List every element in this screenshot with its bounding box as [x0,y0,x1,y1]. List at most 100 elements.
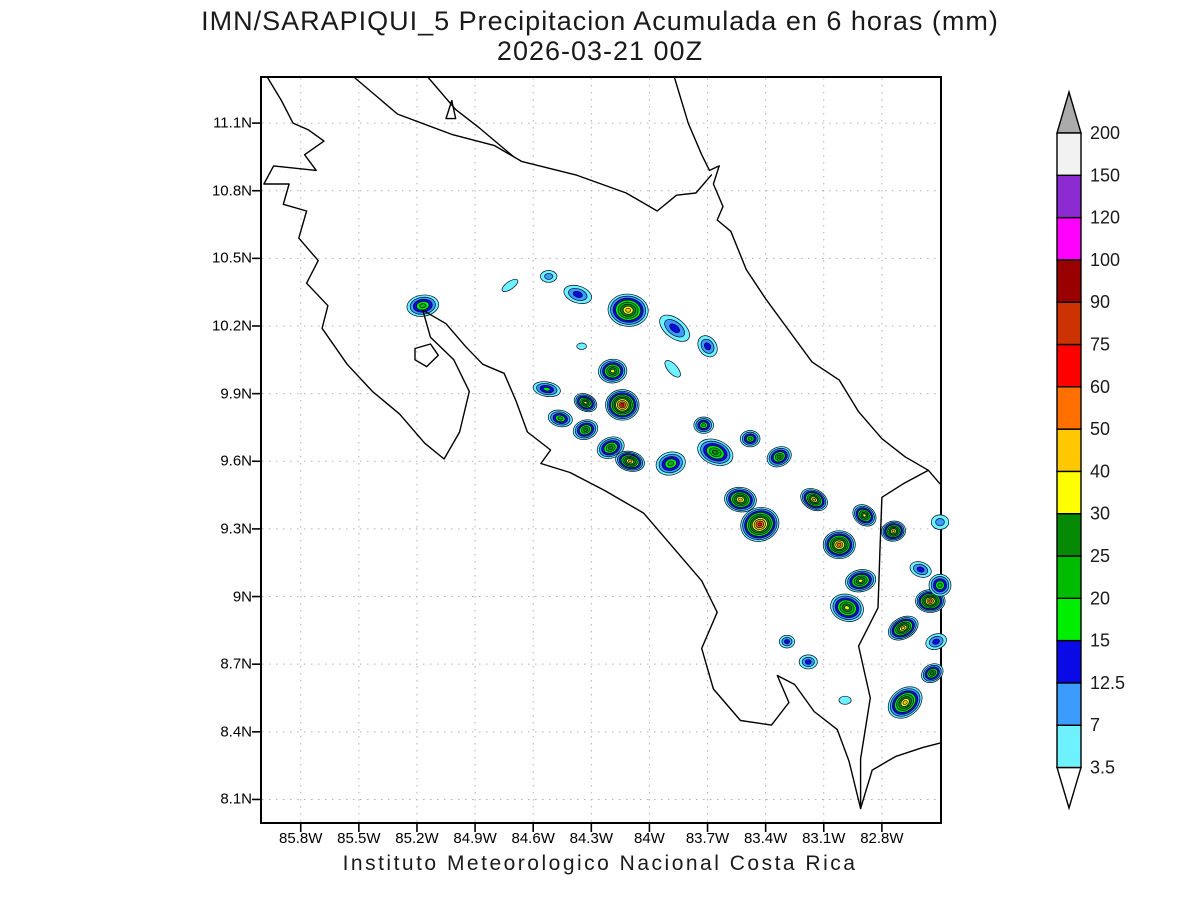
colorbar-segment [1056,174,1082,219]
colorbar-level-label: 200 [1090,123,1120,143]
colorbar-segment [1056,343,1082,388]
caribbean-coast-line [673,77,941,485]
precip-cell [766,446,792,468]
ometepe-island-line [445,99,457,120]
precip-cell [798,654,818,670]
footer-attribution: Instituto Meteorologico Nacional Costa R… [342,852,858,875]
precip-contour-band [930,671,935,676]
precip-cell [664,360,681,378]
precip-cell [800,488,828,512]
precip-contour-band [862,513,867,518]
colorbar-segment [1056,555,1082,599]
precip-contour-band [902,700,908,705]
precip-contour-band [712,449,719,455]
precip-cell [406,294,439,317]
precip-cell [697,335,718,358]
precip-contour-band [625,307,631,313]
precip-contour-band [837,542,842,547]
colorbar-level-label: 90 [1090,292,1110,312]
lat-tick-label: 9.3N [220,520,252,538]
precip-cell [563,284,592,304]
precip-contour-band [932,638,940,645]
colorbar-level-label: 100 [1090,250,1120,270]
precipitation-colorbar: 3.5 7 12.5 15 20 25 30 40 50 60 75 90 100 120 150 200 [1056,89,1125,811]
precip-cell [930,514,950,530]
lat-tick-label: 8.7N [220,655,252,673]
colorbar-level-label: 150 [1090,165,1120,185]
precip-contour-band [891,529,896,533]
colorbar-segment [1056,301,1082,346]
colorbar-segment [1056,259,1082,303]
lake-nicaragua-sw-shore-border-line [354,77,713,212]
precip-cell [572,419,599,441]
lat-tick-label: 10.8N [211,182,252,200]
lon-tick-label: 85.8W [279,830,323,847]
colorbar-level-label: 7 [1090,715,1100,735]
precip-cell [852,504,877,527]
lat-tick-label: 10.2N [211,317,252,335]
precip-cell [822,530,856,560]
precip-cell [740,507,780,542]
precip-cell [693,416,714,434]
precip-contour-band [738,497,743,502]
colorbar-segment [1056,216,1082,261]
precip-cell [887,686,923,719]
precip-contour-band [776,454,782,459]
lat-tick-label: 9.9N [220,385,252,403]
precip-cell [655,451,686,476]
precip-contour-band [583,400,588,405]
precip-contour-band [610,369,616,374]
precip-contour-band [812,497,817,502]
colorbar-over-arrow [1056,89,1082,134]
colorbar-segment [1056,470,1082,515]
precip-contour-band [572,291,583,298]
lat-tick-label: 11.1N [213,114,252,132]
precip-contour-band [583,427,588,432]
precip-contour-band [419,303,427,309]
precip-cell [928,573,952,597]
lake-nicaragua-east-shore-line [427,77,515,158]
precip-contour-band [544,273,554,280]
colorbar-level-label: 25 [1090,546,1110,566]
colorbar-segment [1056,597,1082,642]
colorbar-level-label: 3.5 [1090,758,1115,778]
precip-cell [778,634,795,649]
lon-tick-label: 85.2W [395,830,439,847]
precip-cell [540,270,558,283]
precip-contour-band [501,278,519,292]
colorbar-under-arrow [1056,766,1082,811]
lat-tick-label: 9.6N [220,452,252,470]
colorbar-level-label: 40 [1090,461,1110,481]
precip-cell [573,393,598,413]
precip-contour-band [669,323,680,333]
lon-tick-label: 84.9W [453,830,497,847]
colorbar-level-label: 75 [1090,335,1110,355]
precip-contour-band [576,342,587,350]
precip-contour-band [858,578,864,583]
colorbar-level-label: 120 [1090,208,1120,228]
precip-cell [838,695,852,705]
precip-cell [532,381,561,398]
precip-contour-band [757,522,763,527]
lon-tick-label: 84W [634,830,665,847]
precip-cell [596,436,625,460]
lon-tick-label: 84.6W [511,830,555,847]
precip-contour-band [928,599,933,603]
precip-cell [909,561,932,578]
precip-cell [881,520,906,542]
lat-tick-label: 8.1N [220,790,252,808]
lat-tick-label: 8.4N [220,723,252,741]
colorbar-segment [1056,428,1082,473]
colorbar-segment [1056,682,1082,726]
colorbar-level-label: 60 [1090,377,1110,397]
precip-cell [925,633,947,651]
colorbar-level-label: 12.5 [1090,673,1125,693]
precip-contour-band [916,566,925,573]
chart-title: IMN/SARAPIQUI_5 Precipitacion Acumulada … [201,6,999,36]
colorbar-segment [1056,513,1082,557]
colorbar-segment [1056,639,1082,684]
precip-cell [547,409,573,428]
chart-subtitle-datetime: 2026-03-21 00Z [496,36,704,66]
precip-contour-band [935,518,945,527]
